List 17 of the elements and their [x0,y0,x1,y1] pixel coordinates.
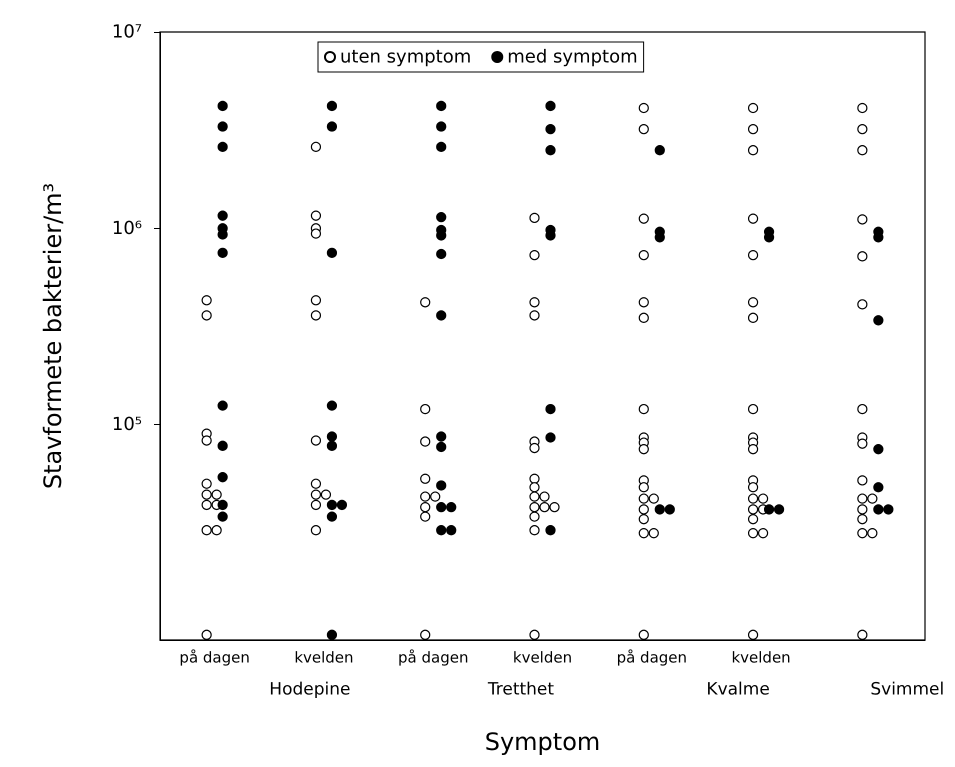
legend-label: uten symptom [340,46,472,68]
x-tick-label: kvelden [294,648,354,666]
legend-label: med symptom [507,46,638,68]
y-tick-label: 10⁷ [112,22,142,42]
x-axis-title: Symptom [484,728,600,756]
y-axis-title: Stavformete bakterier/m³ [39,182,67,490]
x-tick-label: på dagen [398,648,468,666]
text: Kvalme [706,680,770,700]
x-tick-label: på dagen [616,648,688,666]
x-tick-label: på dagen [179,648,250,666]
text: Svimmel [870,680,944,700]
x-tick-label: kvelden [512,648,572,666]
x-tick-label: kvelden [731,648,791,666]
y-tick-label: 10⁵ [112,414,142,436]
text: Hodepine [269,680,350,700]
text: Tretthet [486,680,554,700]
y-tick-label: 10⁶ [112,218,142,239]
